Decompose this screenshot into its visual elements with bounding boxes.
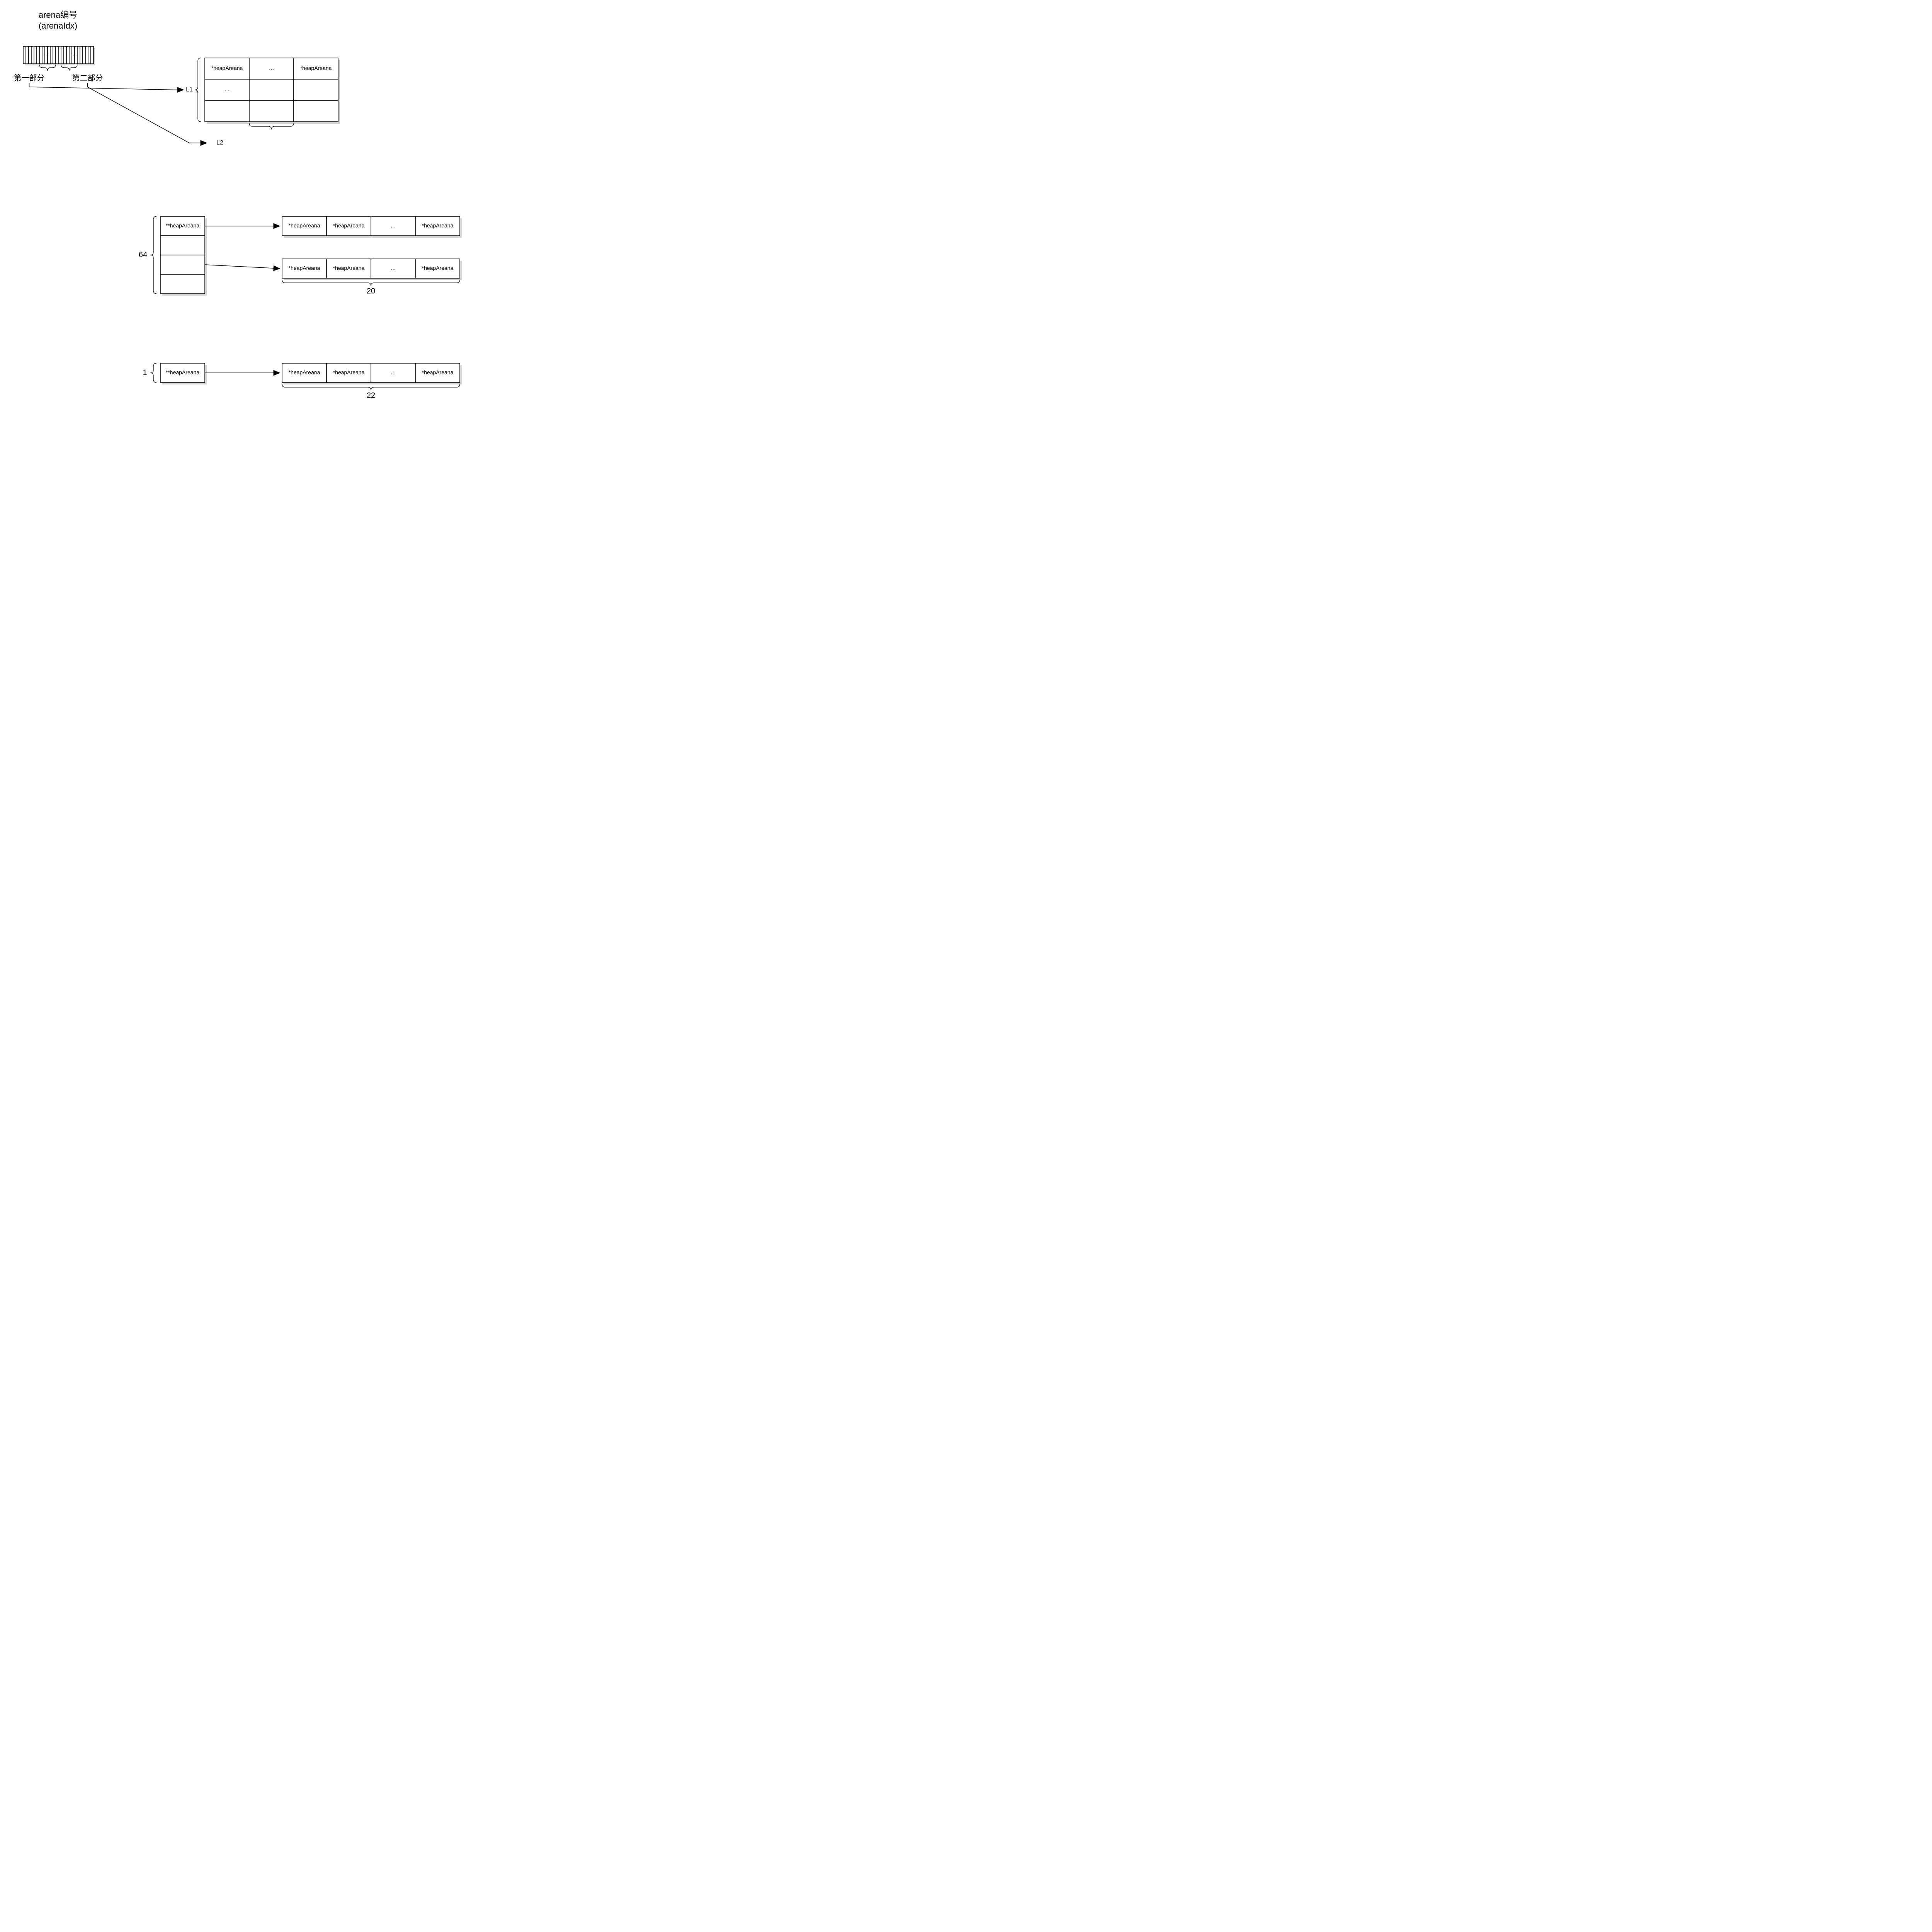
grid-bottom-brace (249, 123, 294, 129)
grid-cell-text: *heapAreana (211, 65, 243, 71)
bitbox-cell (53, 46, 56, 64)
grid-left-brace (195, 58, 201, 122)
title-line1: arena编号 (39, 10, 77, 20)
arr64-0-text: *heapAreana (422, 223, 454, 229)
bitbox-dots-1: … (45, 51, 50, 56)
grid-cell-text: … (224, 86, 230, 92)
grid-cell (205, 100, 249, 122)
L2-label: L2 (216, 139, 223, 146)
bitbox-cell (42, 46, 45, 64)
bitbox-cell (80, 46, 83, 64)
brace-22 (282, 384, 460, 390)
arrow-part1-to-L1 (29, 83, 184, 90)
vstack64-top-text: **heapAreana (166, 223, 199, 229)
bitbox-cell (61, 46, 64, 64)
bitbox-cell (29, 46, 31, 64)
grid-cell (294, 100, 338, 122)
bitbox-cell (26, 46, 29, 64)
part1-label: 第一部分 (14, 73, 45, 82)
bitbox-cell (91, 46, 94, 64)
bitbox-cell (23, 46, 26, 64)
vstack64-cell (160, 255, 205, 274)
label-20: 20 (367, 287, 375, 295)
bitbox-cell (64, 46, 66, 64)
L1-label: L1 (186, 87, 193, 93)
grid-cell (294, 79, 338, 100)
arr1-text: *heapAreana (333, 369, 365, 376)
label-1: 1 (143, 368, 147, 377)
bitbox-cell (34, 46, 37, 64)
part2-label: 第二部分 (72, 73, 103, 82)
arr64-0-text: *heapAreana (333, 223, 365, 229)
arr1-text: … (391, 369, 396, 376)
label-64: 64 (139, 250, 147, 259)
bitbox-cell (88, 46, 91, 64)
bitbox-dots-2: … (72, 51, 77, 56)
bitbox-cell (69, 46, 72, 64)
arr1-text: *heapAreana (422, 369, 454, 376)
arr64-0-text: … (391, 223, 396, 229)
bitbox-cell (37, 46, 39, 64)
bitbox-brace-2 (61, 65, 77, 71)
label-22: 22 (367, 391, 375, 400)
arr64-1-text: … (391, 265, 396, 271)
arr64-1-text: *heapAreana (333, 265, 365, 271)
brace-1 (150, 363, 156, 383)
brace-64 (150, 216, 156, 294)
box1-text: **heapAreana (166, 369, 199, 376)
bitbox-cell (83, 46, 85, 64)
bitbox-cell (39, 46, 42, 64)
bitbox-brace-1 (39, 65, 56, 71)
vstack64-cell (160, 236, 205, 255)
grid-cell-text: … (269, 65, 274, 71)
arr64-1-text: *heapAreana (289, 265, 320, 271)
bitbox-cell (77, 46, 80, 64)
arr64-0-text: *heapAreana (289, 223, 320, 229)
brace-20 (282, 280, 460, 286)
grid-cell (249, 100, 294, 122)
bitbox-cell (66, 46, 69, 64)
bitbox-cell (31, 46, 34, 64)
arr64-1-text: *heapAreana (422, 265, 454, 271)
arr1-text: *heapAreana (289, 369, 320, 376)
title-line2: (arenaIdx) (39, 21, 77, 31)
vstack64-cell (160, 274, 205, 294)
bitbox-cell (56, 46, 58, 64)
bitbox-cell (50, 46, 53, 64)
bitbox-cell (85, 46, 88, 64)
bitbox-cell (58, 46, 61, 64)
arrow-64-1 (205, 265, 280, 269)
grid-cell (249, 79, 294, 100)
grid-cell-text: *heapAreana (300, 65, 332, 71)
